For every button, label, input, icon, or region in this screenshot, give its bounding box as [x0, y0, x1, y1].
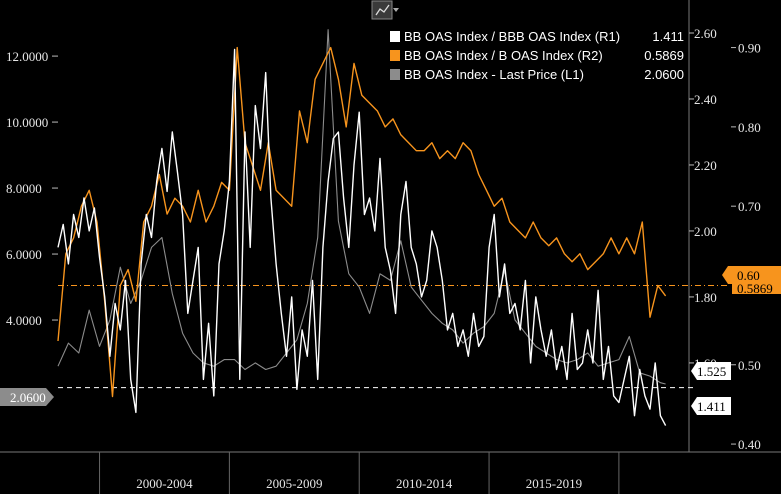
chevron-down-icon[interactable]: [393, 8, 399, 12]
series-lines: [57, 29, 667, 426]
series-line-r1: [57, 48, 667, 426]
r1-tick-label-2: 2.00: [694, 224, 717, 239]
reference-lines: [58, 284, 728, 389]
left-tick-label-3: 10.0000: [6, 115, 48, 130]
legend-label-r2: BB OAS Index / B OAS Index (R2): [404, 48, 603, 63]
r1-tick-label-5: 2.60: [694, 26, 717, 41]
r2-tick-label-1: 0.50: [738, 358, 761, 373]
r2-tick-label-4: 0.90: [738, 41, 761, 56]
legend-label-r1: BB OAS Index / BBB OAS Index (R1): [404, 29, 620, 44]
left-tick-label-2: 8.0000: [6, 181, 42, 196]
r2-last-tag-shape: [732, 283, 781, 294]
r2-last-tag: 0.5869: [732, 281, 781, 296]
period-label-1: 2005-2009: [266, 476, 322, 491]
r1-axis-ticks: 1.601.802.002.202.402.60: [689, 26, 717, 371]
period-labels: 2000-2004 2005-2009 2010-2014 2015-2019: [136, 476, 582, 491]
series-line-r2: [57, 46, 667, 398]
legend-value-r1: 1.411: [652, 29, 684, 44]
r2-tick-label-2: 0.70: [738, 199, 761, 214]
legend-swatch-l1: [390, 69, 400, 80]
r1-last-tag-shape: [691, 397, 731, 415]
r2-ref-tag-shape: [722, 266, 781, 284]
line-chart-icon-glyph: [375, 4, 390, 16]
r2-last-tag-value: 0.5869: [737, 281, 773, 296]
legend-background: [384, 22, 688, 88]
left-tag-shape: [0, 388, 54, 406]
period-dividers: [99, 452, 620, 494]
chart-type-button[interactable]: [371, 0, 399, 20]
r1-tick-label-4: 2.40: [694, 92, 717, 107]
r1-ref-tag-shape: [691, 362, 731, 380]
period-label-2: 2010-2014: [396, 476, 453, 491]
r2-ref-tag: 0.60: [722, 266, 781, 284]
period-label-0: 2000-2004: [136, 476, 193, 491]
left-tag-value: 2.0600: [10, 390, 46, 405]
legend-swatch-r2: [390, 50, 400, 61]
legend: BB OAS Index / BBB OAS Index (R1) 1.411 …: [384, 22, 688, 88]
r1-tick-label-3: 2.20: [694, 158, 717, 173]
left-tick-label-1: 6.0000: [6, 247, 42, 262]
r2-tick-label-3: 0.80: [738, 120, 761, 135]
r1-ref-tag: 1.525: [691, 362, 731, 380]
r1-tick-label-1: 1.80: [694, 290, 717, 305]
legend-value-l1: 2.0600: [644, 67, 684, 82]
left-tick-label-0: 4.0000: [6, 313, 42, 328]
r2-tick-label-0: 0.40: [738, 437, 761, 452]
left-axis-ticks: 4.0000 6.0000 8.0000 10.0000 12.0000: [6, 49, 58, 328]
legend-label-l1: BB OAS Index - Last Price (L1): [404, 67, 584, 82]
r2-axis-ticks: 0.40 0.50 0.70 0.80 0.90: [731, 41, 761, 452]
left-tick-label-4: 12.0000: [6, 49, 48, 64]
legend-swatch-r1: [390, 31, 400, 42]
period-label-3: 2015-2019: [526, 476, 582, 491]
r1-ref-tag-value: 1.525: [697, 364, 726, 379]
r1-last-tag: 1.411: [691, 397, 731, 415]
r1-last-tag-value: 1.411: [697, 399, 726, 414]
legend-value-r2: 0.5869: [644, 48, 684, 63]
left-last-value-tag: 2.0600: [0, 388, 54, 406]
r2-ref-tag-value: 0.60: [737, 268, 760, 283]
